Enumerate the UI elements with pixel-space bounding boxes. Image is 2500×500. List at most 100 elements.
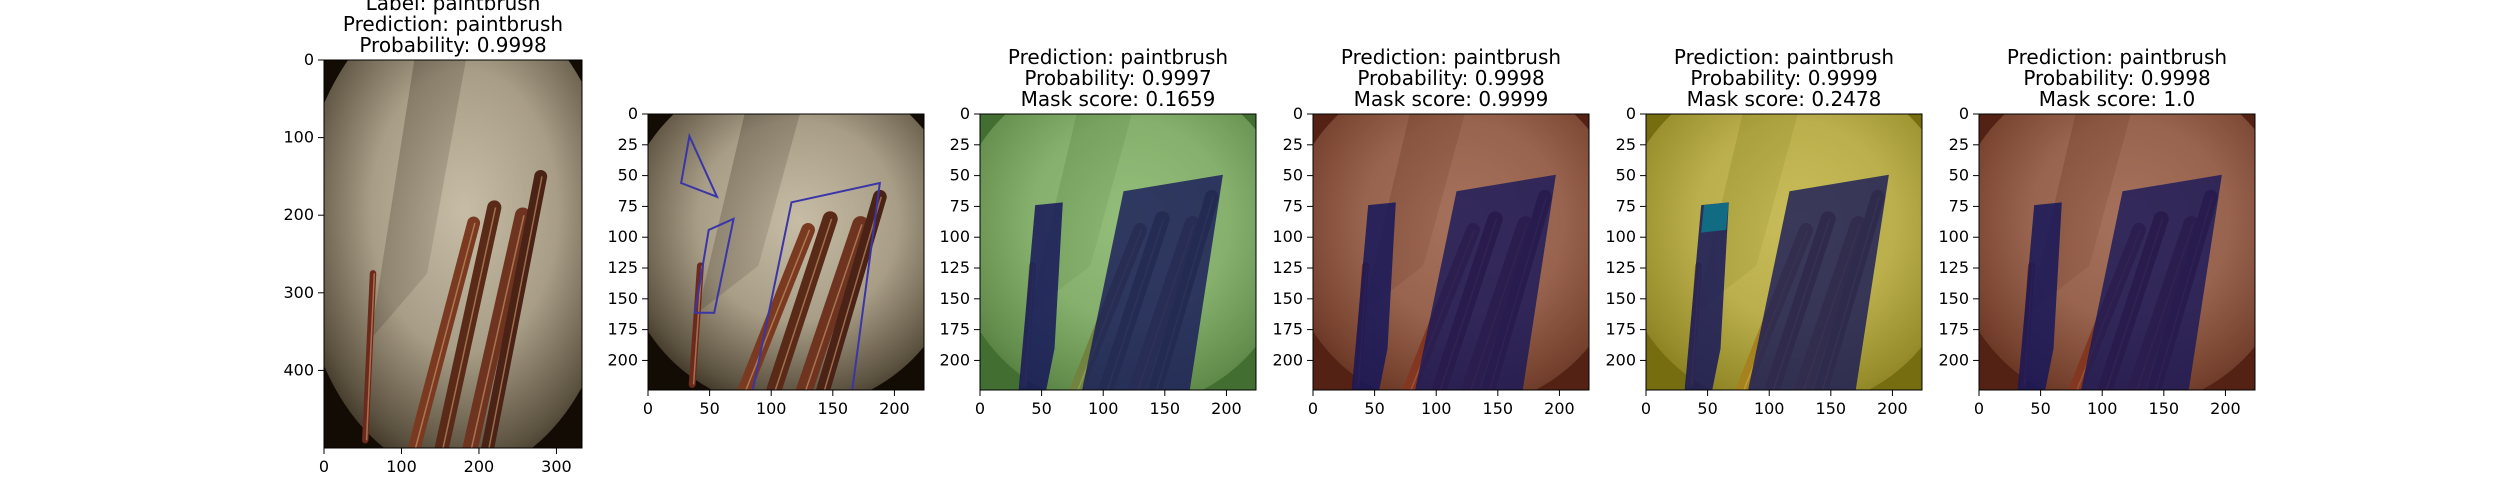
mask-overlay bbox=[1979, 114, 2255, 390]
x-tick-label: 50 bbox=[699, 399, 719, 418]
y-tick-label: 100 bbox=[607, 227, 638, 246]
y-tick-label: 25 bbox=[950, 135, 970, 154]
y-tick-label: 200 bbox=[283, 205, 314, 224]
panel-title-line: Prediction: paintbrush bbox=[343, 12, 563, 36]
panel-title-line: Probability: 0.9998 bbox=[359, 33, 546, 57]
y-tick-label: 150 bbox=[1938, 289, 1969, 308]
y-tick-label: 50 bbox=[1616, 166, 1636, 185]
x-tick-label: 0 bbox=[1641, 399, 1651, 418]
axes-frame bbox=[1978, 113, 2256, 391]
image-panel-5: 0 50 100 150 200 0 25 50 75 100 125 150 175 200 Predic… bbox=[1605, 45, 1923, 418]
panel-title-line: Probability: 0.9998 bbox=[1357, 66, 1544, 90]
y-tick-label: 50 bbox=[950, 166, 970, 185]
axes-frame bbox=[323, 59, 583, 449]
axes-frame bbox=[1645, 113, 1923, 391]
axes-frame bbox=[979, 113, 1257, 391]
x-tick-label: 200 bbox=[1544, 399, 1575, 418]
paintbrush-shape bbox=[737, 223, 815, 390]
x-tick-label: 100 bbox=[1088, 399, 1119, 418]
y-tick-label: 125 bbox=[607, 258, 638, 277]
x-tick-label: 100 bbox=[756, 399, 787, 418]
y-tick-label: 100 bbox=[939, 227, 970, 246]
y-tick-label: 200 bbox=[1938, 350, 1969, 369]
image-panel-2: 0 50 100 150 200 0 25 50 75 100 125 150 175 200 bbox=[607, 104, 925, 418]
y-tick-label: 150 bbox=[939, 289, 970, 308]
mask-overlay bbox=[1646, 114, 1922, 390]
y-tick-label: 100 bbox=[1605, 227, 1636, 246]
y-tick-label: 75 bbox=[1949, 196, 1969, 215]
x-tick-label: 200 bbox=[464, 457, 495, 476]
y-tick-label: 200 bbox=[1272, 350, 1303, 369]
panel-title-line: Prediction: paintbrush bbox=[2007, 45, 2227, 69]
y-tick-label: 125 bbox=[1272, 258, 1303, 277]
y-tick-label: 125 bbox=[939, 258, 970, 277]
y-tick-label: 75 bbox=[1283, 196, 1303, 215]
x-tick-label: 200 bbox=[1211, 399, 1242, 418]
y-tick-label: 150 bbox=[607, 289, 638, 308]
x-tick-label: 50 bbox=[1031, 399, 1051, 418]
y-tick-label: 25 bbox=[618, 135, 638, 154]
y-tick-label: 0 bbox=[1626, 104, 1636, 123]
y-tick-label: 50 bbox=[1283, 166, 1303, 185]
x-tick-label: 0 bbox=[975, 399, 985, 418]
panel-title-line: Mask score: 0.2478 bbox=[1687, 87, 1882, 111]
x-tick-label: 100 bbox=[1421, 399, 1452, 418]
y-tick-label: 175 bbox=[1605, 320, 1636, 339]
photo-image bbox=[648, 114, 924, 390]
x-tick-label: 200 bbox=[2210, 399, 2241, 418]
axes-frame bbox=[1312, 113, 1590, 391]
y-tick-label: 50 bbox=[1949, 166, 1969, 185]
y-tick-label: 175 bbox=[939, 320, 970, 339]
panel-title-line: Prediction: paintbrush bbox=[1008, 45, 1228, 69]
y-tick-label: 25 bbox=[1616, 135, 1636, 154]
paintbrush-shape bbox=[815, 189, 887, 390]
y-tick-label: 400 bbox=[283, 360, 314, 379]
image-panel-6: 0 50 100 150 200 0 25 50 75 100 125 150 175 200 Predic… bbox=[1938, 45, 2256, 418]
paintbrush-shape bbox=[407, 216, 481, 448]
y-tick-label: 150 bbox=[1605, 289, 1636, 308]
y-tick-label: 75 bbox=[950, 196, 970, 215]
mask-overlay bbox=[980, 114, 1256, 390]
y-tick-label: 175 bbox=[1272, 320, 1303, 339]
x-tick-label: 0 bbox=[643, 399, 653, 418]
mask-overlay bbox=[1313, 114, 1589, 390]
photo-image bbox=[324, 60, 582, 448]
y-tick-label: 125 bbox=[1938, 258, 1969, 277]
panel-title-line: Label: paintbrush bbox=[366, 0, 541, 15]
x-tick-label: 200 bbox=[1877, 399, 1908, 418]
y-tick-label: 100 bbox=[1938, 227, 1969, 246]
x-tick-label: 0 bbox=[319, 457, 329, 476]
y-tick-label: 50 bbox=[618, 166, 638, 185]
y-tick-label: 0 bbox=[1959, 104, 1969, 123]
x-tick-label: 150 bbox=[818, 399, 849, 418]
image-panel-3: 0 50 100 150 200 0 25 50 75 100 125 150 175 200 Predic… bbox=[939, 45, 1257, 418]
panel-title-line: Probability: 0.9998 bbox=[2023, 66, 2210, 90]
paintbrush-shape bbox=[362, 270, 377, 444]
x-tick-label: 200 bbox=[879, 399, 910, 418]
y-tick-label: 150 bbox=[1272, 289, 1303, 308]
axes-frame bbox=[647, 113, 925, 391]
y-tick-label: 200 bbox=[607, 350, 638, 369]
x-tick-label: 150 bbox=[1150, 399, 1181, 418]
y-tick-label: 25 bbox=[1283, 135, 1303, 154]
x-tick-label: 0 bbox=[1308, 399, 1318, 418]
y-tick-label: 200 bbox=[939, 350, 970, 369]
y-tick-label: 0 bbox=[960, 104, 970, 123]
image-panel-4: 0 50 100 150 200 0 25 50 75 100 125 150 175 200 Predic… bbox=[1272, 45, 1590, 418]
panel-title-line: Probability: 0.9997 bbox=[1024, 66, 1211, 90]
y-tick-label: 75 bbox=[1616, 196, 1636, 215]
paintbrush-shape bbox=[765, 211, 838, 390]
paintbrush-shape bbox=[462, 207, 531, 448]
y-tick-label: 75 bbox=[618, 196, 638, 215]
mask-outline bbox=[679, 132, 882, 390]
panel-title-line: Prediction: paintbrush bbox=[1674, 45, 1894, 69]
y-tick-label: 175 bbox=[1938, 320, 1969, 339]
paintbrush-shape bbox=[434, 200, 502, 448]
image-panel-1: 0 100 200 300 0 100 200 300 400 Label: paintbrush… bbox=[283, 0, 583, 476]
x-tick-label: 100 bbox=[2087, 399, 2118, 418]
x-tick-label: 100 bbox=[1754, 399, 1785, 418]
y-tick-label: 175 bbox=[607, 320, 638, 339]
x-tick-label: 50 bbox=[1364, 399, 1384, 418]
y-tick-label: 25 bbox=[1949, 135, 1969, 154]
